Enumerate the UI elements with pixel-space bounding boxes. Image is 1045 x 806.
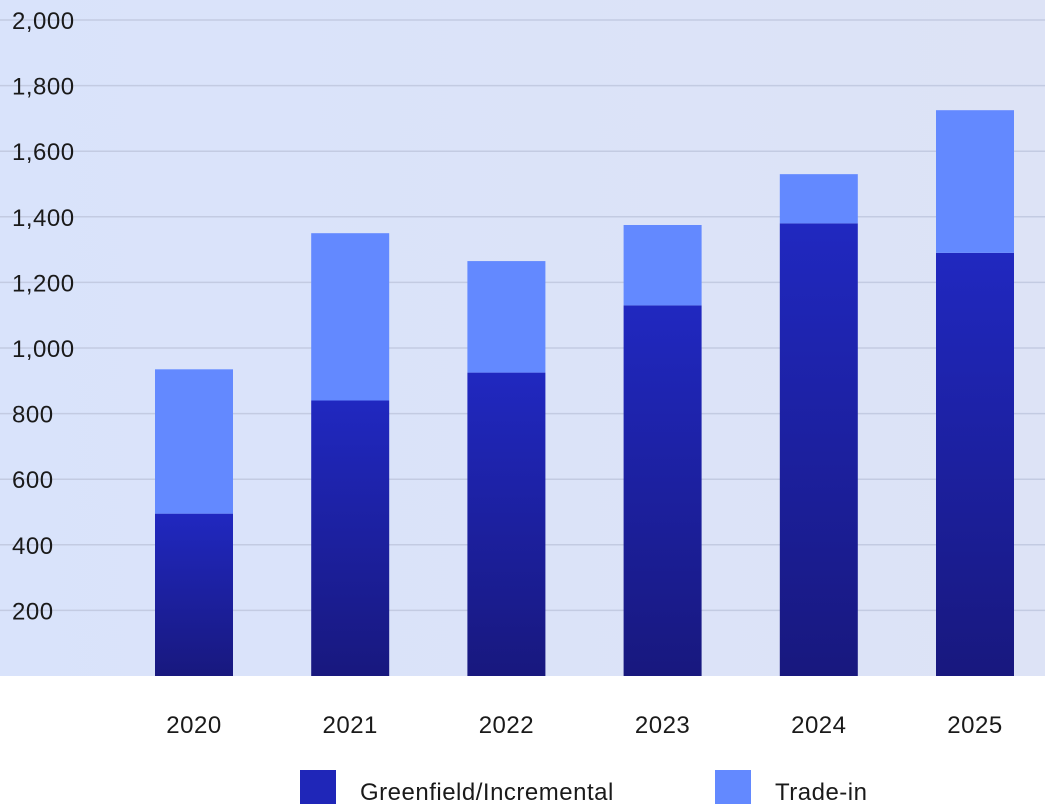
- x-axis-ticks: 2020 2021 2022 2023 2024 2025: [166, 712, 1002, 739]
- bar-segment-greenfield-incremental: [467, 372, 546, 676]
- y-tick-label: 200: [12, 598, 54, 625]
- bar-segment-greenfield-incremental: [779, 223, 858, 677]
- bar-segment-trade-in: [936, 110, 1014, 253]
- y-tick-label: 1,800: [12, 74, 75, 101]
- bar-segment-greenfield-incremental: [936, 252, 1014, 676]
- y-tick-label: 600: [12, 467, 54, 494]
- legend-swatch: [300, 770, 336, 804]
- bar-segment-trade-in: [155, 369, 233, 514]
- bar-segment-greenfield-incremental: [623, 305, 702, 676]
- bar-segment-trade-in: [311, 233, 390, 401]
- legend-label: Trade-in: [775, 779, 867, 806]
- y-axis-ticks: 200 400 600 800 1,000 1,200 1,400 1,600 1,800 2,0…: [12, 8, 75, 625]
- y-tick-label: 800: [12, 402, 54, 429]
- y-tick-label: 1,000: [12, 336, 75, 363]
- bar-segment-greenfield-incremental: [155, 513, 233, 676]
- legend-label: Greenfield/Incremental: [360, 779, 614, 806]
- y-tick-label: 1,600: [12, 139, 75, 166]
- bar-segment-trade-in: [467, 261, 546, 373]
- y-tick-label: 400: [12, 533, 54, 560]
- x-tick-label: 2023: [635, 712, 690, 739]
- bar-segment-greenfield-incremental: [311, 400, 390, 676]
- x-tick-label: 2022: [479, 712, 534, 739]
- legend-swatch: [715, 770, 751, 804]
- x-tick-label: 2021: [323, 712, 378, 739]
- x-tick-label: 2025: [947, 712, 1002, 739]
- legend: Greenfield/Incremental Trade-in: [300, 770, 867, 806]
- y-tick-label: 1,200: [12, 270, 75, 297]
- y-tick-label: 2,000: [12, 8, 75, 35]
- x-tick-label: 2020: [166, 712, 221, 739]
- y-tick-label: 1,400: [12, 205, 75, 232]
- x-tick-label: 2024: [791, 712, 846, 739]
- bars: [155, 110, 1014, 677]
- bar-segment-trade-in: [779, 174, 858, 224]
- bar-segment-trade-in: [623, 225, 702, 306]
